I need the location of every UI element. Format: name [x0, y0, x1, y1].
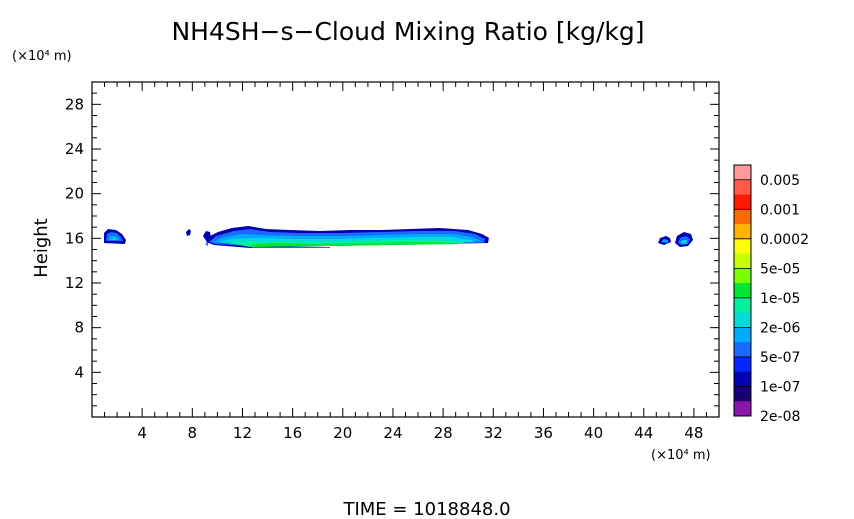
colorbar-swatch: [734, 386, 751, 402]
colorbar-label: 0.001: [760, 202, 800, 218]
colorbar-swatch: [734, 179, 751, 195]
colorbar-swatch: [734, 224, 751, 240]
x-tick-label: 32: [484, 424, 503, 442]
y-tick-label: 24: [65, 140, 84, 158]
y-tick-label: 16: [65, 229, 84, 247]
y-axis-unit: (×10⁴ m): [12, 49, 72, 64]
colorbar-swatch: [734, 371, 751, 387]
y-axis: 4 8 12 16 20 24 28: [65, 92, 719, 407]
colorbar-swatch: [734, 209, 751, 225]
cloud-main-band: [186, 226, 489, 248]
colorbar-swatch: [734, 268, 751, 284]
x-tick-label: 4: [137, 424, 147, 442]
colorbar-swatch: [734, 238, 751, 254]
chart-title: NH4SH−s−Cloud Mixing Ratio [kg/kg]: [171, 17, 644, 46]
y-axis-label: Height: [31, 218, 52, 278]
y-tick-label: 20: [65, 185, 84, 203]
plot-background: [92, 82, 719, 417]
x-tick-label: 48: [684, 424, 703, 442]
colorbar-swatch: [734, 283, 751, 299]
colorbar-label: 2e-06: [760, 320, 800, 336]
x-tick-label: 40: [584, 424, 603, 442]
x-tick-label: 44: [634, 424, 653, 442]
colorbar-swatch: [734, 312, 751, 328]
colorbar-swatch: [734, 401, 751, 417]
colorbar-swatch: [734, 342, 751, 358]
x-tick-label: 24: [383, 424, 402, 442]
colorbar-swatch: [734, 297, 751, 314]
y-tick-label: 4: [74, 363, 84, 381]
colorbar-swatch: [734, 327, 751, 343]
colorbar-swatch: [734, 253, 751, 269]
colorbar-label: 5e-05: [760, 261, 800, 277]
x-tick-label: 20: [333, 424, 352, 442]
y-tick-label: 8: [74, 319, 84, 337]
x-tick-label: 16: [283, 424, 302, 442]
colorbar-label: 0.005: [760, 173, 800, 189]
cloud-left-patch: [104, 229, 126, 244]
x-axis: 4 8 12 16 20 24 28 32 36 40 44 48: [104, 82, 707, 442]
y-tick-label: 12: [65, 274, 84, 292]
x-axis-unit: (×10⁴ m): [651, 448, 711, 463]
colorbar-swatch: [734, 356, 751, 373]
cloud-right-patch: [658, 232, 693, 247]
time-footer: TIME = 1018848.0: [342, 499, 510, 519]
x-tick-label: 8: [188, 424, 198, 442]
y-tick-label: 28: [65, 95, 84, 113]
x-tick-label: 28: [434, 424, 453, 442]
colorbar-label: 0.0002: [760, 232, 809, 248]
colorbar-swatch: [734, 194, 751, 210]
colorbar: 0.005 0.001 0.0002 5e-05 1e-05 2e-06 5e-07 1e-0…: [733, 164, 809, 425]
colorbar-swatch: [734, 165, 751, 181]
x-tick-label: 36: [534, 424, 553, 442]
colorbar-label: 1e-05: [760, 291, 800, 307]
colorbar-label: 2e-08: [760, 409, 800, 425]
x-tick-label: 12: [233, 424, 252, 442]
colorbar-label: 1e-07: [760, 379, 800, 395]
colorbar-label: 5e-07: [760, 350, 800, 366]
